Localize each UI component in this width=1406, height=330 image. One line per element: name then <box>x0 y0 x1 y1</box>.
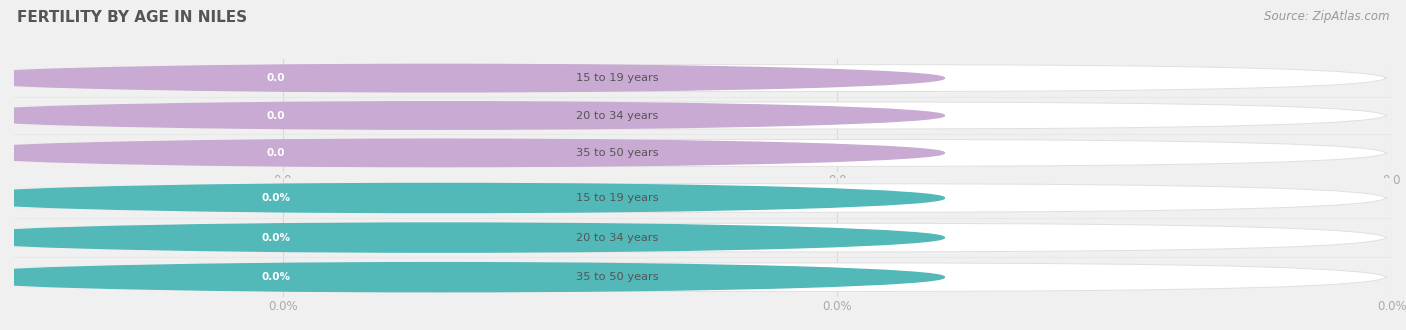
Text: 0.0: 0.0 <box>267 111 285 120</box>
Text: Source: ZipAtlas.com: Source: ZipAtlas.com <box>1264 10 1389 23</box>
Text: 35 to 50 years: 35 to 50 years <box>576 272 659 282</box>
Text: 0.0%: 0.0% <box>262 233 291 243</box>
Text: 0.0: 0.0 <box>267 148 285 158</box>
FancyBboxPatch shape <box>17 223 1386 252</box>
Circle shape <box>0 183 945 213</box>
Text: FERTILITY BY AGE IN NILES: FERTILITY BY AGE IN NILES <box>17 10 247 25</box>
Text: 15 to 19 years: 15 to 19 years <box>576 193 659 203</box>
Circle shape <box>0 263 945 292</box>
Text: 35 to 50 years: 35 to 50 years <box>576 148 659 158</box>
FancyBboxPatch shape <box>17 102 1386 129</box>
FancyBboxPatch shape <box>8 68 543 88</box>
Circle shape <box>0 64 945 92</box>
Text: 0.0: 0.0 <box>267 73 285 83</box>
FancyBboxPatch shape <box>17 65 1386 91</box>
Circle shape <box>0 139 945 167</box>
FancyBboxPatch shape <box>8 227 543 248</box>
Text: 20 to 34 years: 20 to 34 years <box>576 233 659 243</box>
FancyBboxPatch shape <box>8 267 543 287</box>
Text: 15 to 19 years: 15 to 19 years <box>576 73 659 83</box>
FancyBboxPatch shape <box>17 140 1386 166</box>
Text: 20 to 34 years: 20 to 34 years <box>576 111 659 120</box>
FancyBboxPatch shape <box>8 188 543 208</box>
Circle shape <box>0 223 945 252</box>
Text: 0.0%: 0.0% <box>262 272 291 282</box>
FancyBboxPatch shape <box>8 106 543 125</box>
FancyBboxPatch shape <box>17 184 1386 212</box>
FancyBboxPatch shape <box>8 143 543 163</box>
Text: 0.0%: 0.0% <box>262 193 291 203</box>
FancyBboxPatch shape <box>17 263 1386 291</box>
Circle shape <box>0 102 945 129</box>
